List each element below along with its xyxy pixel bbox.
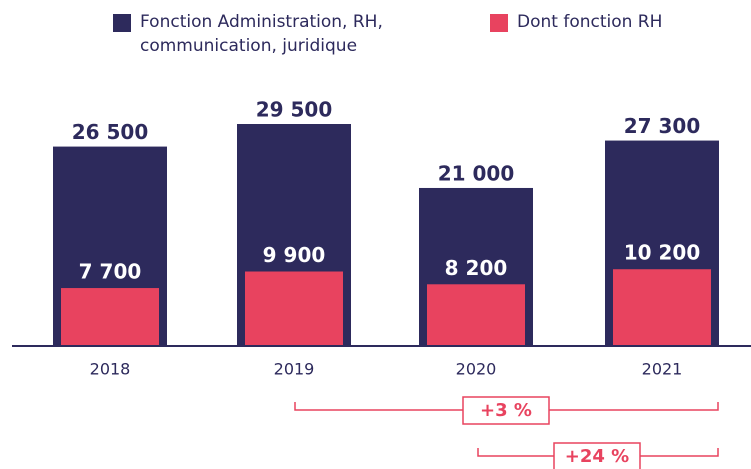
legend-swatch (113, 14, 131, 32)
annotation: +3 % (480, 400, 532, 421)
value-label: 26 500 (72, 120, 149, 144)
bar (61, 288, 159, 346)
x-tick-label: 2018 (90, 360, 131, 379)
value-label: 10 200 (624, 241, 701, 265)
value-label: 7 700 (79, 260, 142, 284)
x-tick-label: 2019 (274, 360, 315, 379)
bar (613, 269, 711, 346)
annotation: +24 % (565, 446, 629, 467)
legend-label: Dont fonction RH (517, 12, 663, 32)
value-label: 29 500 (256, 98, 333, 122)
value-label: 9 900 (263, 243, 326, 267)
x-tick-label: 2020 (456, 360, 497, 379)
value-label: 21 000 (438, 161, 515, 185)
legend-label: Fonction Administration, RH, communicati… (140, 12, 383, 56)
annotation-box (553, 442, 641, 469)
annotation-box (462, 396, 550, 425)
value-label: 27 300 (624, 114, 701, 138)
bar (427, 284, 525, 346)
legend-swatch (490, 14, 508, 32)
value-label: 8 200 (445, 256, 508, 280)
x-tick-label: 2021 (642, 360, 683, 379)
bar (245, 271, 343, 346)
